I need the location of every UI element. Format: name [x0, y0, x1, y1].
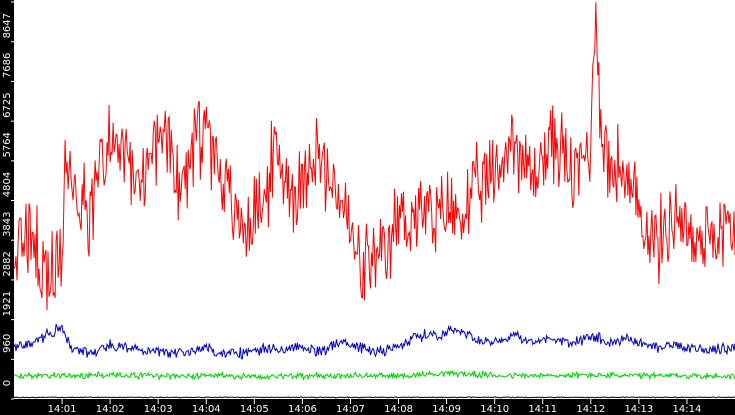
y-axis-ticks: 0960192128823843480457646725768686479608	[2, 1, 14, 400]
x-tick-label: 14:04	[192, 404, 221, 415]
series-line-1	[13, 323, 735, 360]
y-tick-label: 960	[2, 334, 13, 353]
y-tick-label: 0	[2, 380, 13, 386]
series-layer	[13, 2, 735, 399]
y-tick-label: 8647	[2, 13, 13, 38]
y-tick-label: 6725	[2, 92, 13, 117]
x-tick-label: 14:03	[144, 404, 173, 415]
x-axis-ticks: 14:01 14:02 14:03 14:04 14:05 14:06 14:07 14:08…	[48, 399, 702, 415]
y-tick-label: 7686	[2, 53, 13, 78]
x-tick-label: 14:10	[480, 404, 509, 415]
x-tick-label: 14:11	[528, 404, 557, 415]
x-tick-label: 14:06	[288, 404, 317, 415]
x-axis-bar	[0, 399, 735, 415]
y-tick-label: 3843	[2, 211, 13, 236]
series-line-3	[13, 396, 735, 399]
series-line-2	[13, 369, 735, 381]
y-tick-label: 5764	[2, 132, 13, 157]
x-tick-label: 14:08	[384, 404, 413, 415]
x-tick-label: 14:12	[576, 404, 605, 415]
y-tick-label: 2882	[2, 251, 13, 276]
series-line-0	[13, 2, 735, 311]
x-tick-label: 14:07	[336, 404, 365, 415]
y-tick-label: 1921	[2, 291, 13, 316]
x-tick-label: 14:01	[48, 404, 77, 415]
y-tick-label: 4804	[2, 172, 13, 197]
y-axis-bar	[0, 0, 14, 415]
x-tick-label: 14:09	[432, 404, 461, 415]
x-tick-label: 14:05	[240, 404, 269, 415]
x-tick-label: 14:14	[673, 404, 702, 415]
x-tick-label: 14:13	[624, 404, 653, 415]
x-tick-label: 14:02	[96, 404, 125, 415]
